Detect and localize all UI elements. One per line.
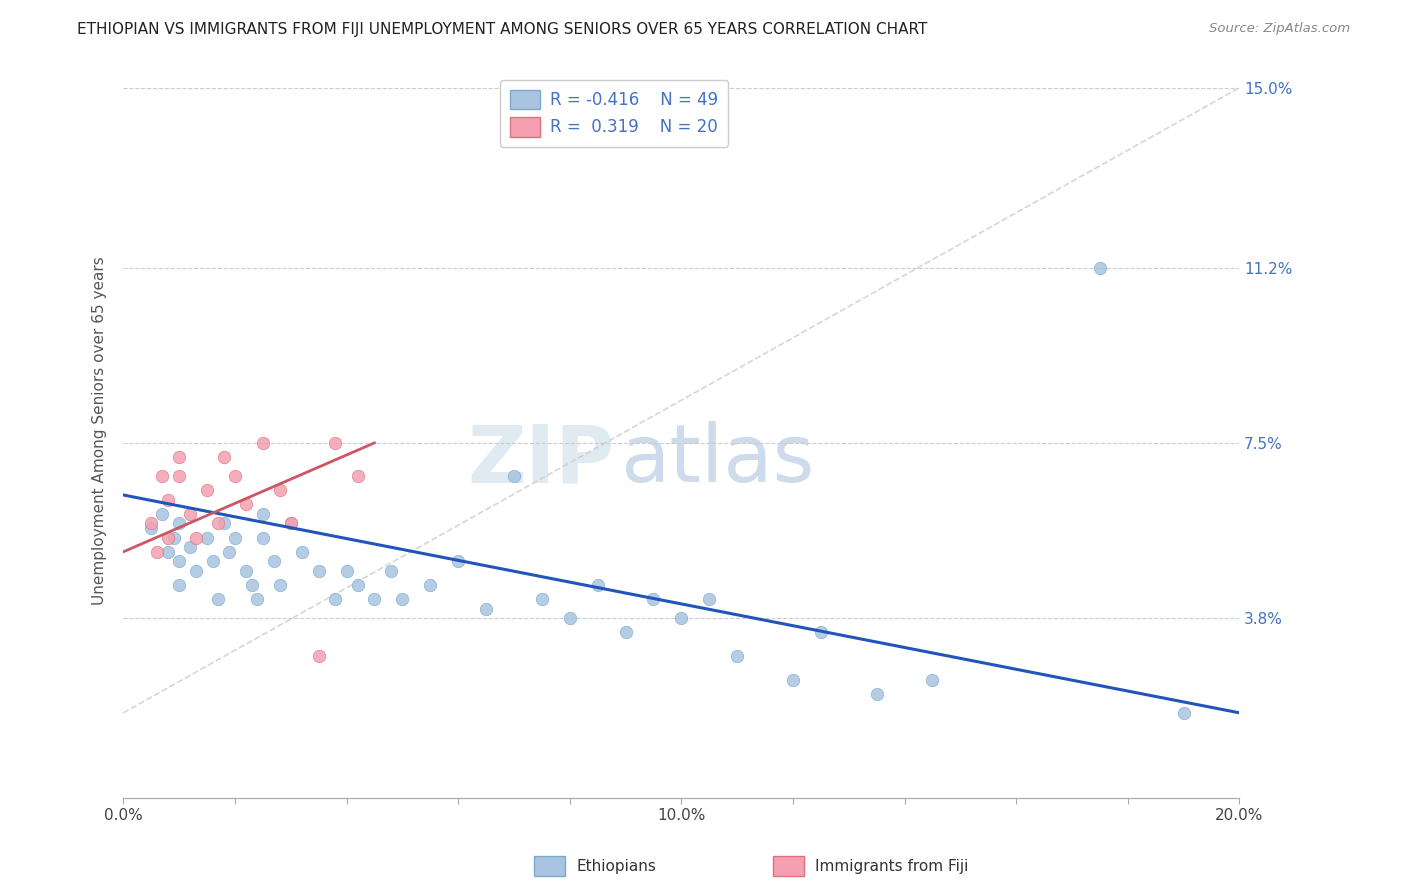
Point — [246, 592, 269, 607]
Point — [224, 531, 246, 545]
Point — [195, 483, 218, 498]
Point — [212, 450, 235, 464]
Point — [167, 554, 190, 568]
Legend: R = -0.416    N = 49, R =  0.319    N = 20: R = -0.416 N = 49, R = 0.319 N = 20 — [501, 79, 728, 146]
Point — [150, 469, 173, 483]
Point — [1173, 706, 1195, 720]
Point — [179, 540, 201, 554]
Text: ETHIOPIAN VS IMMIGRANTS FROM FIJI UNEMPLOYMENT AMONG SENIORS OVER 65 YEARS CORRE: ETHIOPIAN VS IMMIGRANTS FROM FIJI UNEMPL… — [77, 22, 928, 37]
Point — [156, 545, 179, 559]
Point — [697, 592, 720, 607]
Y-axis label: Unemployment Among Seniors over 65 years: Unemployment Among Seniors over 65 years — [93, 257, 107, 606]
Point — [558, 611, 581, 625]
Text: atlas: atlas — [620, 421, 814, 500]
Point — [252, 531, 274, 545]
Point — [671, 611, 693, 625]
Point — [503, 469, 526, 483]
Point — [207, 592, 229, 607]
Point — [224, 469, 246, 483]
Point — [207, 516, 229, 531]
Point — [162, 531, 184, 545]
Point — [291, 545, 314, 559]
Point — [447, 554, 470, 568]
Point — [391, 592, 413, 607]
Point — [167, 516, 190, 531]
Point — [725, 648, 748, 663]
Point — [614, 625, 637, 640]
Text: ZIP: ZIP — [467, 421, 614, 500]
Point — [335, 564, 357, 578]
Point — [167, 469, 190, 483]
Point — [141, 516, 163, 531]
Point — [280, 516, 302, 531]
Point — [179, 507, 201, 521]
Point — [810, 625, 832, 640]
Point — [586, 578, 609, 592]
Point — [363, 592, 385, 607]
Point — [156, 492, 179, 507]
Point — [235, 498, 257, 512]
Point — [380, 564, 402, 578]
Point — [141, 521, 163, 535]
Point — [252, 507, 274, 521]
Point — [167, 578, 190, 592]
Point — [1088, 260, 1111, 275]
Point — [475, 601, 498, 615]
Point — [146, 545, 169, 559]
Point — [308, 648, 330, 663]
Point — [865, 687, 887, 701]
Point — [280, 516, 302, 531]
Point — [782, 673, 804, 687]
Point — [218, 545, 240, 559]
Point — [150, 507, 173, 521]
Text: Ethiopians: Ethiopians — [576, 859, 657, 873]
Point — [212, 516, 235, 531]
Point — [325, 592, 347, 607]
Point — [308, 564, 330, 578]
Point — [240, 578, 263, 592]
Point — [530, 592, 553, 607]
Point — [195, 531, 218, 545]
Point — [269, 578, 291, 592]
Text: Source: ZipAtlas.com: Source: ZipAtlas.com — [1209, 22, 1350, 36]
Point — [167, 450, 190, 464]
Point — [235, 564, 257, 578]
Point — [184, 531, 207, 545]
Point — [252, 436, 274, 450]
Point — [201, 554, 224, 568]
Point — [643, 592, 665, 607]
Point — [263, 554, 285, 568]
Point — [269, 483, 291, 498]
Point — [325, 436, 347, 450]
Point — [346, 469, 368, 483]
Point — [419, 578, 441, 592]
Point — [346, 578, 368, 592]
Point — [921, 673, 943, 687]
Point — [156, 531, 179, 545]
Text: Immigrants from Fiji: Immigrants from Fiji — [815, 859, 969, 873]
Point — [184, 564, 207, 578]
